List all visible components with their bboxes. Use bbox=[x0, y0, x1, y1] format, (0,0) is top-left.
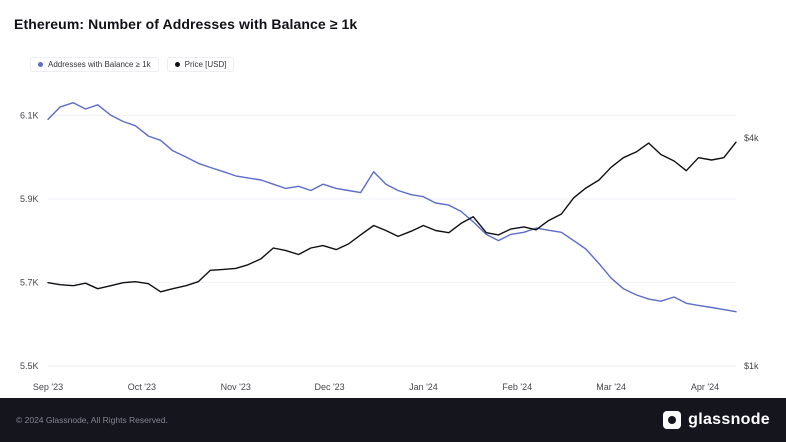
line-chart-plot[interactable]: 6.1K 5.9K 5.7K 5.5K $4k $1k Sep '23 Oct '23 No… bbox=[0, 78, 786, 398]
svg-text:Nov '23: Nov '23 bbox=[221, 382, 251, 392]
legend-item-addresses-label: Addresses with Balance ≥ 1k bbox=[48, 60, 151, 69]
legend-item-addresses[interactable]: Addresses with Balance ≥ 1k bbox=[30, 57, 159, 72]
svg-text:Apr '24: Apr '24 bbox=[691, 382, 719, 392]
glassnode-wordmark: glassnode bbox=[688, 411, 770, 428]
x-axis-labels: Sep '23 Oct '23 Nov '23 Dec '23 Jan '24 Feb '… bbox=[33, 382, 719, 392]
addresses-series-dot-icon bbox=[38, 62, 43, 67]
gridlines bbox=[48, 114, 736, 367]
svg-text:5.5K: 5.5K bbox=[20, 361, 39, 371]
glassnode-brand: glassnode bbox=[663, 411, 770, 429]
copyright-text: © 2024 Glassnode, All Rights Reserved. bbox=[16, 415, 168, 425]
legend-item-price-label: Price [USD] bbox=[184, 60, 227, 69]
left-axis-labels: 6.1K 5.9K 5.7K 5.5K bbox=[20, 110, 39, 371]
glassnode-logo-icon bbox=[663, 411, 682, 429]
svg-text:6.1K: 6.1K bbox=[20, 110, 39, 120]
right-axis-labels: $4k $1k bbox=[744, 133, 759, 371]
price-line bbox=[47, 141, 737, 293]
svg-text:Feb '24: Feb '24 bbox=[502, 382, 532, 392]
svg-text:5.9K: 5.9K bbox=[20, 194, 39, 204]
footer-bar: © 2024 Glassnode, All Rights Reserved. g… bbox=[0, 398, 786, 442]
svg-text:$1k: $1k bbox=[744, 361, 759, 371]
svg-text:Sep '23: Sep '23 bbox=[33, 382, 63, 392]
addresses-line bbox=[47, 102, 737, 313]
price-series-dot-icon bbox=[174, 62, 180, 67]
legend: Addresses with Balance ≥ 1k Price [USD] bbox=[30, 57, 235, 72]
legend-item-price[interactable]: Price [USD] bbox=[166, 57, 235, 72]
page-title: Ethereum: Number of Addresses with Balan… bbox=[14, 16, 358, 32]
svg-text:$4k: $4k bbox=[744, 133, 759, 143]
svg-text:Oct '23: Oct '23 bbox=[128, 382, 156, 392]
svg-text:Mar '24: Mar '24 bbox=[596, 382, 626, 392]
svg-text:Jan '24: Jan '24 bbox=[409, 382, 438, 392]
svg-text:5.7K: 5.7K bbox=[20, 277, 39, 287]
svg-text:Dec '23: Dec '23 bbox=[314, 382, 344, 392]
